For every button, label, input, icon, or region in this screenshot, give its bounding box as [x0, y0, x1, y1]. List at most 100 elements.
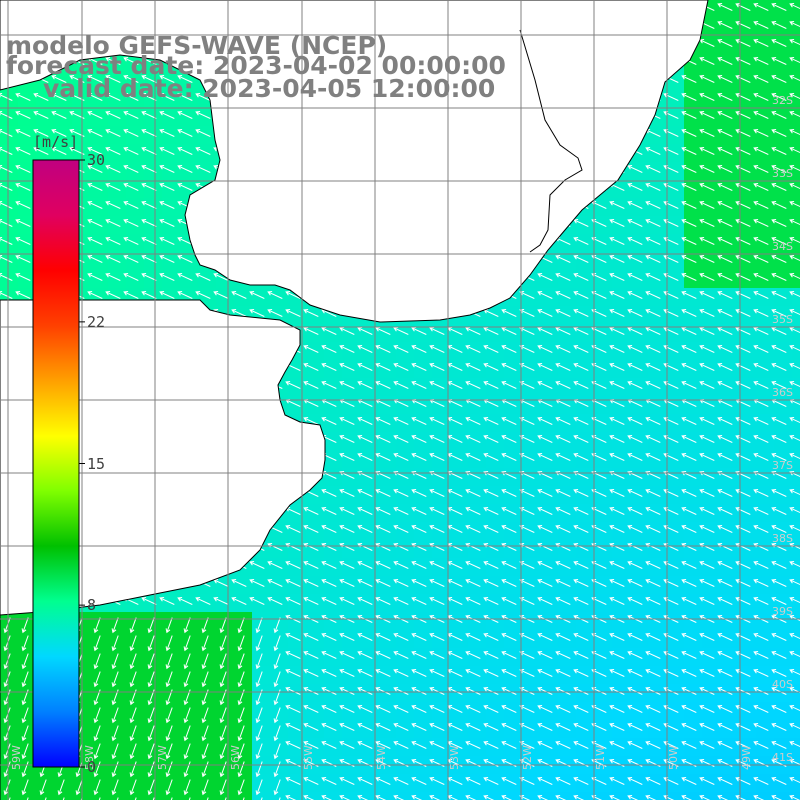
wind-cell	[792, 306, 800, 324]
wind-arrow	[87, 93, 103, 101]
wind-arrow	[393, 579, 409, 587]
wind-arrow	[699, 273, 715, 281]
wind-arrow	[537, 777, 553, 785]
wind-arrow	[753, 777, 769, 785]
wind-arrow	[21, 743, 29, 760]
colorbar-tick-label: 0	[87, 758, 97, 776]
wind-cell	[36, 792, 54, 800]
wind-arrow	[105, 93, 121, 101]
wind-arrow	[681, 183, 697, 191]
wind-arrow	[465, 561, 481, 569]
wind-arrow	[501, 345, 517, 353]
wind-arrow	[645, 705, 661, 713]
wind-arrow	[681, 345, 697, 353]
wind-arrow	[183, 725, 191, 742]
wind-arrow	[717, 219, 733, 227]
wind-arrow	[141, 255, 157, 263]
wind-arrow	[285, 777, 301, 785]
wind-arrow	[219, 779, 227, 796]
wind-arrow	[147, 779, 155, 796]
wind-arrow	[393, 345, 409, 353]
wind-arrow	[93, 761, 101, 778]
wind-arrow	[537, 669, 553, 677]
wind-arrow	[627, 453, 643, 461]
wind-arrow	[129, 671, 137, 688]
wind-arrow	[375, 507, 391, 515]
wind-arrow	[645, 345, 661, 353]
wind-arrow	[159, 111, 175, 119]
wind-arrow	[249, 597, 265, 605]
wind-arrow	[141, 111, 157, 119]
wind-arrow	[339, 669, 355, 677]
wind-arrow	[123, 129, 139, 137]
wind-arrow	[303, 651, 319, 659]
wind-arrow	[213, 597, 229, 605]
wind-arrow	[771, 687, 787, 695]
wind-arrow	[393, 327, 409, 335]
wind-arrow	[285, 651, 301, 659]
wind-arrow	[105, 75, 121, 83]
wind-arrow	[303, 579, 319, 587]
wind-arrow	[0, 93, 13, 101]
wind-arrow	[717, 57, 733, 65]
wind-arrow	[789, 723, 800, 730]
wind-arrow	[111, 725, 119, 742]
wind-arrow	[627, 705, 643, 713]
wind-arrow	[159, 93, 175, 101]
wind-arrow	[771, 111, 787, 119]
wind-arrow	[573, 363, 589, 371]
wind-arrow	[699, 381, 715, 389]
wind-arrow	[789, 165, 800, 172]
wind-arrow	[519, 633, 535, 641]
wind-cell	[792, 414, 800, 432]
wind-arrow	[147, 725, 155, 742]
wind-arrow	[519, 453, 535, 461]
wind-arrow	[537, 273, 553, 281]
wind-arrow	[717, 273, 733, 281]
wind-arrow	[237, 725, 245, 742]
wind-arrow	[123, 237, 139, 245]
wind-arrow	[627, 579, 643, 587]
wind-cell	[0, 792, 18, 800]
wind-arrow	[609, 705, 625, 713]
wind-cell	[306, 792, 324, 800]
wind-arrow	[501, 777, 517, 785]
wind-arrow	[627, 417, 643, 425]
wind-arrow	[285, 687, 301, 695]
wind-arrow	[519, 705, 535, 713]
wind-arrow	[159, 291, 175, 299]
wind-arrow	[501, 579, 517, 587]
wind-arrow	[717, 75, 733, 83]
wind-arrow	[537, 327, 553, 335]
wind-arrow	[123, 165, 139, 173]
wind-arrow	[147, 671, 155, 688]
wind-arrow	[165, 671, 173, 688]
lon-label: 57W	[156, 745, 169, 770]
wind-arrow	[357, 669, 373, 677]
wind-cell	[792, 162, 800, 180]
wind-arrow	[375, 723, 391, 731]
wind-arrow	[75, 761, 83, 778]
wind-arrow	[771, 507, 787, 515]
wind-arrow	[339, 417, 355, 425]
wind-arrow	[699, 111, 715, 119]
lon-label: 58W	[83, 745, 96, 770]
wind-arrow	[87, 129, 103, 137]
wind-arrow	[735, 381, 751, 389]
wind-arrow	[573, 345, 589, 353]
wind-arrow	[735, 309, 751, 317]
wind-arrow	[789, 129, 800, 136]
wind-arrow	[411, 417, 427, 425]
wind-arrow	[609, 273, 625, 281]
wind-arrow	[735, 507, 751, 515]
wind-arrow	[177, 111, 193, 119]
wind-arrow	[375, 381, 391, 389]
wind-arrow	[735, 219, 751, 227]
wind-arrow	[219, 725, 227, 742]
wind-arrow	[609, 777, 625, 785]
wind-arrow	[303, 795, 315, 800]
wind-arrow	[15, 237, 31, 245]
wind-arrow	[627, 633, 643, 641]
wind-arrow	[537, 363, 553, 371]
wind-arrow	[789, 453, 800, 460]
